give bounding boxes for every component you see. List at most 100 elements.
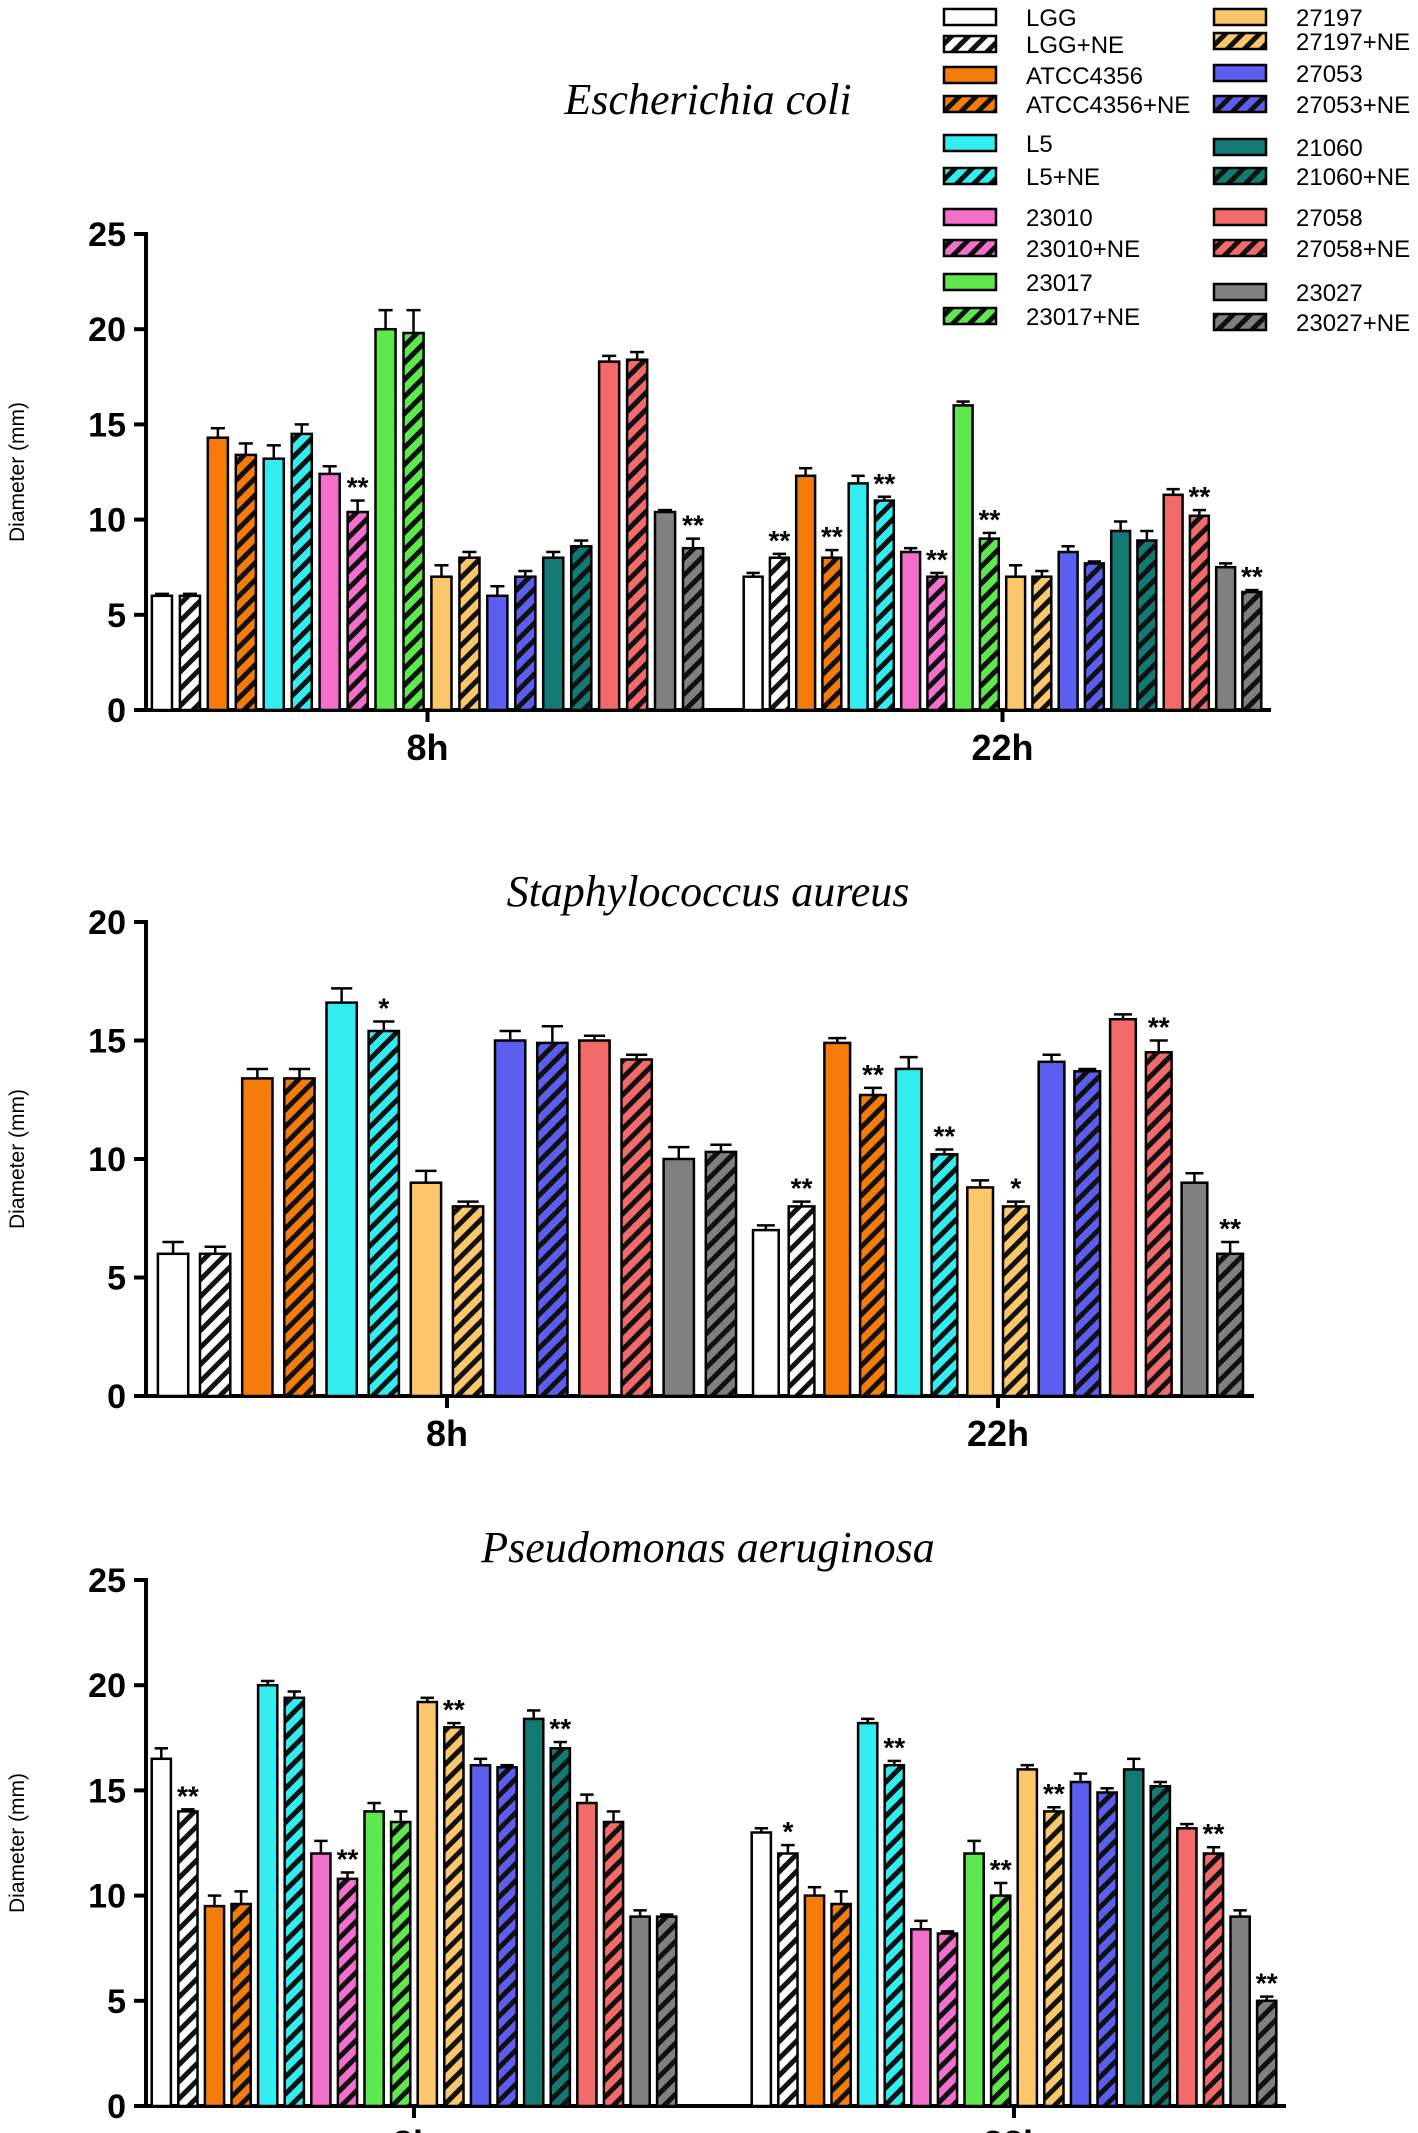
y-axis-label: Diameter (mm)	[6, 1773, 29, 1913]
legend-label: 27053+NE	[1296, 92, 1410, 119]
significance-label: **	[1219, 1213, 1241, 1244]
bar-lgg-plus-ne-22h	[777, 1852, 799, 2108]
significance-label: **	[1256, 1968, 1278, 1999]
legend-swatch	[942, 306, 998, 326]
significance-label: **	[990, 1854, 1012, 1885]
bar-27197-22h	[966, 1186, 995, 1398]
legend-label: 21060+NE	[1296, 164, 1410, 191]
y-axis-label: Diameter (mm)	[6, 1089, 29, 1229]
bar-27053-plus-ne-22h	[1096, 1791, 1118, 2108]
bar-21060-plus-ne-8h	[569, 545, 593, 712]
y-tick-label: 5	[107, 597, 126, 635]
bar-atcc4356-plus-ne-8h	[230, 1902, 252, 2108]
legend-item-27058: 27058	[1212, 205, 1363, 232]
bar-23027-22h	[1214, 565, 1237, 712]
legend-label: LGG	[1026, 5, 1077, 32]
bar-21060-plus-ne-22h	[1136, 539, 1158, 712]
legend-swatch	[1212, 166, 1268, 186]
bar-atcc4356-plus-ne-22h	[858, 1093, 888, 1398]
legend-label: 27197+NE	[1296, 29, 1410, 56]
legend-item-atcc4356-plus-ne: ATCC4356+NE	[942, 92, 1190, 119]
bar-27053-22h	[1037, 1060, 1066, 1398]
significance-label: **	[1043, 1778, 1065, 1809]
x-category-label: 8h	[406, 727, 448, 768]
y-tick-label: 0	[107, 2088, 126, 2126]
bar-23010-8h	[310, 1852, 332, 2108]
legend-item-23010-plus-ne: 23010+NE	[942, 236, 1140, 263]
bar-23017-8h	[363, 1810, 385, 2108]
legend-swatch	[1212, 137, 1268, 157]
x-category-label: 8h	[393, 2123, 435, 2133]
bar-27058-22h	[1108, 1017, 1138, 1398]
legend-item-l5-plus-ne: L5+NE	[942, 164, 1100, 191]
legend-swatch	[942, 7, 998, 27]
legend-label: ATCC4356	[1026, 63, 1143, 90]
bar-23027-8h	[629, 1915, 651, 2108]
significance-label: **	[1148, 1012, 1170, 1043]
bar-27058-8h	[576, 1801, 598, 2108]
bar-23010-plus-ne-8h	[346, 510, 369, 712]
bar-atcc4356-8h	[203, 1904, 226, 2108]
bar-atcc4356-22h	[823, 1041, 852, 1398]
y-tick-label: 10	[88, 1141, 126, 1179]
legend-label: L5	[1026, 131, 1053, 158]
chart-staphylococcus-aureus: Staphylococcus aureus Diameter (mm) 0 5 10 15…	[6, 867, 1254, 1454]
legend-label: 27197	[1296, 5, 1363, 32]
bar-27197-plus-ne-22h	[1031, 575, 1053, 712]
legend-swatch	[1212, 238, 1268, 258]
bar-l5-plus-ne-22h	[873, 499, 896, 712]
bar-23027-plus-ne-22h	[1255, 1999, 1278, 2108]
bar-27197-plus-ne-8h	[458, 556, 481, 712]
bar-27197-plus-ne-22h	[1001, 1205, 1030, 1398]
significance-label: **	[883, 1732, 905, 1763]
significance-label: *	[378, 993, 389, 1024]
legend-swatch	[942, 207, 998, 227]
bar-27053-8h	[493, 1039, 527, 1398]
bar-atcc4356-plus-ne-22h	[821, 556, 843, 712]
bar-lgg-plus-ne-22h	[768, 556, 791, 712]
y-tick-label: 10	[88, 502, 126, 540]
legend-label: 23017	[1026, 270, 1093, 297]
bar-lgg-8h	[150, 594, 174, 712]
bar-27197-8h	[409, 1181, 443, 1398]
bar-23027-plus-ne-22h	[1216, 1252, 1245, 1398]
significance-label: **	[682, 510, 704, 541]
bar-23010-plus-ne-8h	[336, 1877, 359, 2108]
bar-21060-plus-ne-22h	[1149, 1784, 1172, 2108]
bar-27058-plus-ne-22h	[1188, 514, 1211, 712]
bar-27197-8h	[416, 1700, 439, 2108]
legend-item-lgg: LGG	[942, 5, 1077, 32]
bar-lgg-plus-ne-8h	[178, 594, 202, 712]
chart-title: Escherichia coli	[563, 75, 851, 124]
y-tick-label: 15	[88, 406, 126, 444]
bar-atcc4356-plus-ne-8h	[283, 1077, 316, 1398]
legend-label: 23027	[1296, 280, 1363, 307]
bar-21060-plus-ne-8h	[549, 1747, 572, 2108]
significance-label: **	[821, 521, 843, 552]
bar-l5-22h	[847, 482, 869, 712]
legend-item-23017-plus-ne: 23017+NE	[942, 304, 1140, 331]
y-tick-label: 25	[88, 216, 126, 254]
bar-27197-22h	[1016, 1768, 1039, 2108]
legend-label: ATCC4356+NE	[1026, 92, 1190, 119]
bar-23017-plus-ne-22h	[989, 1894, 1012, 2108]
legend-item-27197-plus-ne: 27197+NE	[1212, 29, 1410, 56]
legend-swatch	[1212, 7, 1268, 27]
y-tick-label: 15	[88, 1772, 126, 1810]
bar-23027-plus-ne-8h	[681, 546, 705, 712]
bar-27053-plus-ne-8h	[514, 575, 537, 712]
bar-27053-plus-ne-22h	[1073, 1070, 1102, 1398]
legend-swatch	[1212, 63, 1268, 83]
bar-27058-8h	[597, 360, 621, 712]
legend-swatch	[942, 238, 998, 258]
bar-21060-8h	[522, 1717, 545, 2108]
bar-27197-plus-ne-8h	[443, 1726, 465, 2108]
bar-l5-plus-ne-22h	[883, 1763, 906, 2108]
bar-23027-8h	[653, 510, 677, 712]
bar-lgg-plus-ne-22h	[787, 1205, 816, 1398]
bar-atcc4356-22h	[803, 1894, 826, 2108]
y-tick-label: 20	[88, 311, 126, 349]
legend-swatch	[1212, 94, 1268, 114]
y-tick-label: 0	[107, 1378, 126, 1416]
